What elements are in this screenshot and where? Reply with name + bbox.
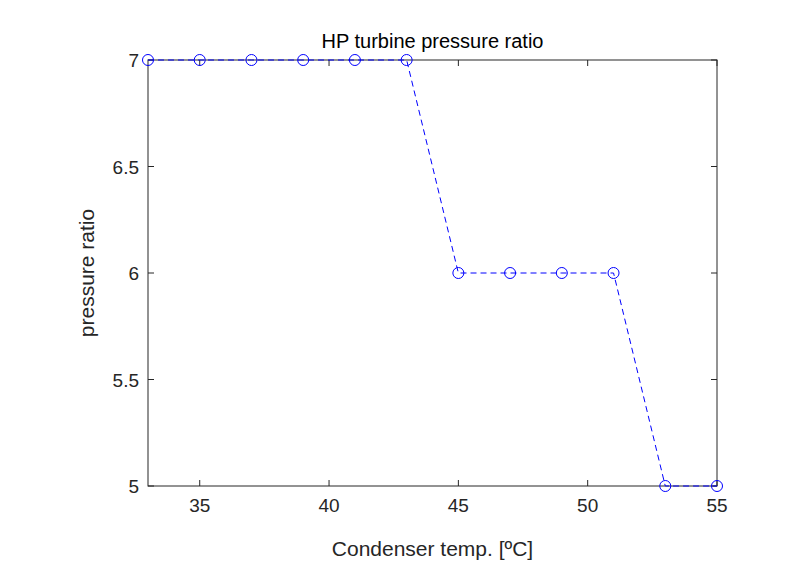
data-marker xyxy=(660,481,671,492)
chart-title: HP turbine pressure ratio xyxy=(322,30,544,52)
y-tick-label: 6 xyxy=(128,263,139,284)
data-marker xyxy=(608,268,619,279)
y-tick xyxy=(148,273,154,274)
data-marker xyxy=(194,55,205,66)
x-tick xyxy=(329,480,330,486)
y-tick-right xyxy=(711,379,717,380)
data-group xyxy=(143,55,723,492)
y-tick-right xyxy=(711,166,717,167)
plot-background xyxy=(148,60,717,486)
data-marker xyxy=(505,268,516,279)
y-tick-label: 5.5 xyxy=(113,370,139,391)
y-axis-label: pressure ratio xyxy=(75,209,98,337)
x-axis-label: Condenser temp. [ºC] xyxy=(332,537,533,560)
data-marker xyxy=(401,55,412,66)
data-line xyxy=(148,60,717,486)
y-tick-right xyxy=(711,273,717,274)
x-tick xyxy=(199,480,200,486)
x-tick-top xyxy=(587,60,588,66)
data-marker xyxy=(298,55,309,66)
chart-svg: 354045505555.566.57HP turbine pressure r… xyxy=(0,0,793,570)
data-marker xyxy=(453,268,464,279)
data-marker xyxy=(349,55,360,66)
x-tick-label: 55 xyxy=(706,495,727,516)
x-tick-top xyxy=(458,60,459,66)
chart-container: 354045505555.566.57HP turbine pressure r… xyxy=(0,0,793,570)
x-tick xyxy=(458,480,459,486)
y-tick-label: 5 xyxy=(128,476,139,497)
data-marker xyxy=(712,481,723,492)
y-tick-label: 6.5 xyxy=(113,157,139,178)
data-marker xyxy=(143,55,154,66)
x-tick-label: 35 xyxy=(189,495,210,516)
data-marker xyxy=(556,268,567,279)
x-tick-top xyxy=(329,60,330,66)
x-tick-label: 40 xyxy=(318,495,339,516)
x-tick-label: 50 xyxy=(577,495,598,516)
y-tick xyxy=(148,379,154,380)
x-tick-label: 45 xyxy=(448,495,469,516)
x-tick xyxy=(587,480,588,486)
plot-frame xyxy=(148,60,717,486)
y-tick xyxy=(148,166,154,167)
data-marker xyxy=(246,55,257,66)
y-tick-label: 7 xyxy=(128,50,139,71)
